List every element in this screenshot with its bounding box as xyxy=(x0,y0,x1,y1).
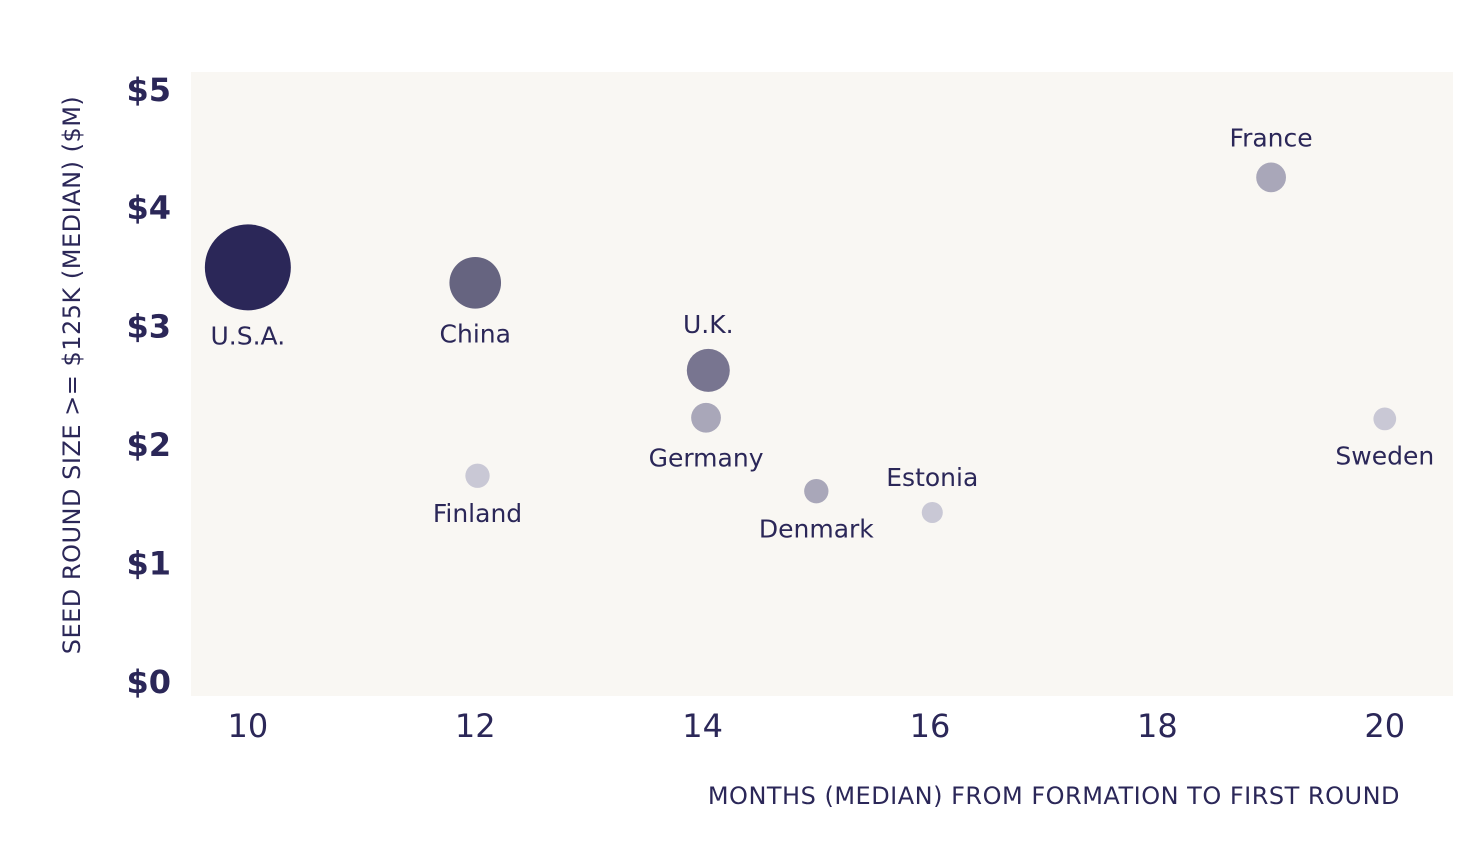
bubble-germany xyxy=(691,402,721,433)
x-tick-label: 16 xyxy=(910,707,951,745)
bubble-estonia xyxy=(921,501,943,524)
x-tick-label: 10 xyxy=(227,707,268,745)
y-tick-label: $5 xyxy=(126,71,171,109)
point-labels: U.S.A. China U.K. Germany Finland Denmark Esto… xyxy=(211,123,1435,543)
bubble-france xyxy=(1256,162,1286,193)
y-axis-ticks: $0 $1 $2 $3 $4 $5 xyxy=(126,71,171,701)
point-label: Denmark xyxy=(759,514,874,543)
x-tick-label: 14 xyxy=(682,707,723,745)
y-tick-label: $3 xyxy=(126,308,171,346)
bubble-u-s-a xyxy=(204,224,291,311)
bubble-china xyxy=(449,256,502,309)
x-tick-label: 20 xyxy=(1364,707,1405,745)
bubble-u-k xyxy=(686,348,730,392)
point-label: Finland xyxy=(433,499,522,528)
point-label: Estonia xyxy=(886,463,978,492)
y-tick-label: $2 xyxy=(126,426,171,464)
x-axis-ticks: 10 12 14 16 18 20 xyxy=(227,707,1405,745)
bubble-finland xyxy=(465,463,490,488)
plot-background xyxy=(191,72,1453,696)
y-tick-label: $1 xyxy=(126,544,171,582)
bubble-denmark xyxy=(804,478,829,504)
point-label: Germany xyxy=(649,444,764,473)
bubble-sweden xyxy=(1373,407,1397,431)
x-tick-label: 12 xyxy=(455,707,496,745)
point-label: U.K. xyxy=(683,310,734,339)
x-axis-title: MONTHS (MEDIAN) FROM FORMATION TO FIRST … xyxy=(708,782,1400,810)
y-axis-title: SEED ROUND SIZE >= $125K (MEDIAN) ($M) xyxy=(58,96,86,655)
point-label: Sweden xyxy=(1335,441,1434,470)
x-tick-label: 18 xyxy=(1137,707,1178,745)
point-label: U.S.A. xyxy=(211,321,286,350)
y-tick-label: $0 xyxy=(126,663,171,701)
y-tick-label: $4 xyxy=(126,189,171,227)
bubbles xyxy=(204,162,1397,524)
point-label: China xyxy=(440,320,511,349)
point-label: France xyxy=(1230,123,1313,152)
